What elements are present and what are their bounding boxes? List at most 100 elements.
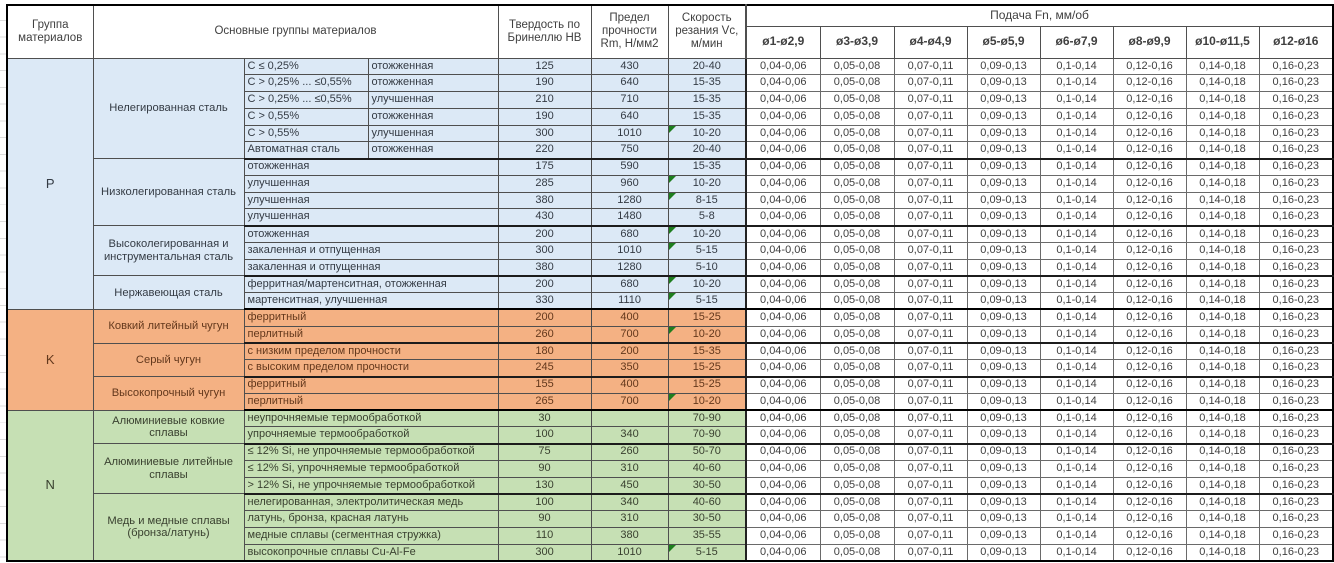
cell-feed-value[interactable]: 0,04-0,06 [745, 225, 821, 243]
cell-feed-value[interactable]: 0,12-0,16 [1112, 275, 1187, 294]
cell-feed-value[interactable]: 0,05-0,08 [819, 510, 895, 528]
detail-cell[interactable]: отожженная [367, 141, 499, 160]
cell-feed-value[interactable]: 0,12-0,16 [1112, 191, 1187, 210]
cell-feed-value[interactable]: 0,07-0,11 [893, 292, 968, 311]
cell-feed-value[interactable]: 0,07-0,11 [893, 359, 968, 378]
cell-feed-value[interactable]: 0,05-0,08 [819, 258, 895, 277]
cell-cutting-speed-vc[interactable]: 40-60 [667, 493, 747, 512]
cell-feed-value[interactable]: 0,1-0,14 [1039, 57, 1114, 76]
cell-feed-value[interactable]: 0,1-0,14 [1039, 476, 1114, 495]
cell-feed-value[interactable]: 0,05-0,08 [819, 174, 895, 193]
cell-feed-value[interactable]: 0,1-0,14 [1039, 325, 1114, 345]
cell-hardness-hb[interactable]: 200 [497, 225, 592, 243]
cell-feed-value[interactable]: 0,14-0,18 [1185, 258, 1260, 277]
cell-strength-rm[interactable]: 700 [590, 392, 669, 412]
cell-feed-value[interactable]: 0,09-0,13 [966, 443, 1041, 461]
cell-feed-value[interactable]: 0,07-0,11 [893, 91, 968, 109]
cell-feed-value[interactable]: 0,07-0,11 [893, 107, 968, 126]
cell-cutting-speed-vc[interactable]: 15-25 [667, 308, 747, 327]
cell-cutting-speed-vc[interactable]: 15-35 [667, 91, 747, 109]
cell-feed-value[interactable]: 0,04-0,06 [745, 510, 821, 528]
cell-feed-value[interactable]: 0,1-0,14 [1039, 359, 1114, 378]
cell-feed-value[interactable]: 0,09-0,13 [966, 275, 1041, 294]
cell-feed-value[interactable]: 0,05-0,08 [819, 426, 895, 445]
cell-cutting-speed-vc error-flag[interactable]: 10-20 [667, 174, 747, 193]
cell-feed-value[interactable]: 0,05-0,08 [819, 57, 895, 76]
cell-feed-value[interactable]: 0,04-0,06 [745, 426, 821, 445]
group-letter-cell[interactable]: P [6, 57, 94, 310]
header-feed-col[interactable]: ø1-ø2,9 [745, 25, 821, 59]
cell-feed-value[interactable]: 0,1-0,14 [1039, 275, 1114, 294]
cell-feed-value[interactable]: 0,12-0,16 [1112, 91, 1187, 109]
cell-cutting-speed-vc[interactable]: 15-35 [667, 107, 747, 126]
cell-feed-value[interactable]: 0,12-0,16 [1112, 174, 1187, 193]
cell-feed-value[interactable]: 0,12-0,16 [1112, 526, 1187, 545]
subgroup-name-cell[interactable]: Нержавеющая сталь [92, 275, 245, 310]
cell-feed-value[interactable]: 0,14-0,18 [1185, 392, 1260, 412]
cell-feed-value[interactable]: 0,16-0,23 [1258, 392, 1334, 412]
cell-strength-rm[interactable]: 430 [590, 57, 669, 76]
cell-feed-value[interactable]: 0,05-0,08 [819, 308, 895, 327]
cell-hardness-hb[interactable]: 100 [497, 493, 592, 512]
cell-feed-value[interactable]: 0,09-0,13 [966, 158, 1041, 176]
cell-hardness-hb[interactable]: 130 [497, 476, 592, 495]
cell-feed-value[interactable]: 0,1-0,14 [1039, 225, 1114, 243]
cell-feed-value[interactable]: 0,04-0,06 [745, 107, 821, 126]
detail-cell[interactable]: с высоким пределом прочности [243, 359, 499, 378]
cell-feed-value[interactable]: 0,1-0,14 [1039, 526, 1114, 545]
cell-feed-value[interactable]: 0,04-0,06 [745, 292, 821, 311]
cell-feed-value[interactable]: 0,04-0,06 [745, 376, 821, 394]
cell-feed-value[interactable]: 0,04-0,06 [745, 392, 821, 412]
cell-feed-value[interactable]: 0,07-0,11 [893, 158, 968, 176]
cell-feed-value[interactable]: 0,16-0,23 [1258, 57, 1334, 76]
cell-feed-value[interactable]: 0,1-0,14 [1039, 74, 1114, 93]
cell-feed-value[interactable]: 0,16-0,23 [1258, 208, 1334, 227]
cell-feed-value[interactable]: 0,14-0,18 [1185, 443, 1260, 461]
cell-feed-value[interactable]: 0,04-0,06 [745, 124, 821, 143]
cell-feed-value[interactable]: 0,14-0,18 [1185, 91, 1260, 109]
cell-feed-value[interactable]: 0,09-0,13 [966, 325, 1041, 345]
cell-feed-value[interactable]: 0,1-0,14 [1039, 292, 1114, 311]
cell-feed-value[interactable]: 0,1-0,14 [1039, 191, 1114, 210]
cell-cutting-speed-vc[interactable]: 15-35 [667, 158, 747, 176]
cell-feed-value[interactable]: 0,05-0,08 [819, 141, 895, 160]
detail-cell[interactable]: ферритный [243, 376, 499, 394]
cell-feed-value[interactable]: 0,14-0,18 [1185, 275, 1260, 294]
cell-feed-value[interactable]: 0,14-0,18 [1185, 158, 1260, 176]
subgroup-name-cell[interactable]: Серый чугун [92, 342, 245, 378]
cell-feed-value[interactable]: 0,12-0,16 [1112, 392, 1187, 412]
cell-feed-value[interactable]: 0,12-0,16 [1112, 543, 1187, 562]
cell-feed-value[interactable]: 0,05-0,08 [819, 526, 895, 545]
cell-strength-rm[interactable]: 450 [590, 476, 669, 495]
cell-feed-value[interactable]: 0,14-0,18 [1185, 426, 1260, 445]
cell-feed-value[interactable]: 0,16-0,23 [1258, 141, 1334, 160]
cell-feed-value[interactable]: 0,12-0,16 [1112, 359, 1187, 378]
cell-feed-value[interactable]: 0,05-0,08 [819, 74, 895, 93]
cell-feed-value[interactable]: 0,12-0,16 [1112, 57, 1187, 76]
cell-hardness-hb[interactable]: 110 [497, 526, 592, 545]
cell-feed-value[interactable]: 0,09-0,13 [966, 359, 1041, 378]
cell-cutting-speed-vc[interactable]: 20-40 [667, 141, 747, 160]
cell-feed-value[interactable]: 0,07-0,11 [893, 241, 968, 260]
header-feed-col[interactable]: ø6-ø7,9 [1039, 25, 1114, 59]
cell-feed-value[interactable]: 0,09-0,13 [966, 57, 1041, 76]
detail-cell[interactable]: нелегированная, электролитическая медь [243, 493, 499, 512]
header-material-group[interactable]: Группа материалов [6, 4, 94, 59]
cell-feed-value[interactable]: 0,05-0,08 [819, 493, 895, 512]
cell-strength-rm[interactable]: 1110 [590, 292, 669, 311]
cell-feed-value[interactable]: 0,1-0,14 [1039, 241, 1114, 260]
cell-feed-value[interactable]: 0,07-0,11 [893, 526, 968, 545]
cell-feed-value[interactable]: 0,16-0,23 [1258, 225, 1334, 243]
cell-hardness-hb[interactable]: 30 [497, 409, 592, 428]
cell-feed-value[interactable]: 0,07-0,11 [893, 124, 968, 143]
cell-strength-rm[interactable]: 1280 [590, 191, 669, 210]
cell-hardness-hb[interactable]: 265 [497, 392, 592, 412]
cell-cutting-speed-vc[interactable]: 15-35 [667, 342, 747, 361]
cell-feed-value[interactable]: 0,04-0,06 [745, 543, 821, 562]
cell-feed-value[interactable]: 0,09-0,13 [966, 91, 1041, 109]
cell-feed-value[interactable]: 0,12-0,16 [1112, 510, 1187, 528]
detail-cell[interactable]: отожженная [367, 107, 499, 126]
cell-feed-value[interactable]: 0,16-0,23 [1258, 510, 1334, 528]
cell-feed-value[interactable]: 0,1-0,14 [1039, 376, 1114, 394]
cell-feed-value[interactable]: 0,05-0,08 [819, 275, 895, 294]
